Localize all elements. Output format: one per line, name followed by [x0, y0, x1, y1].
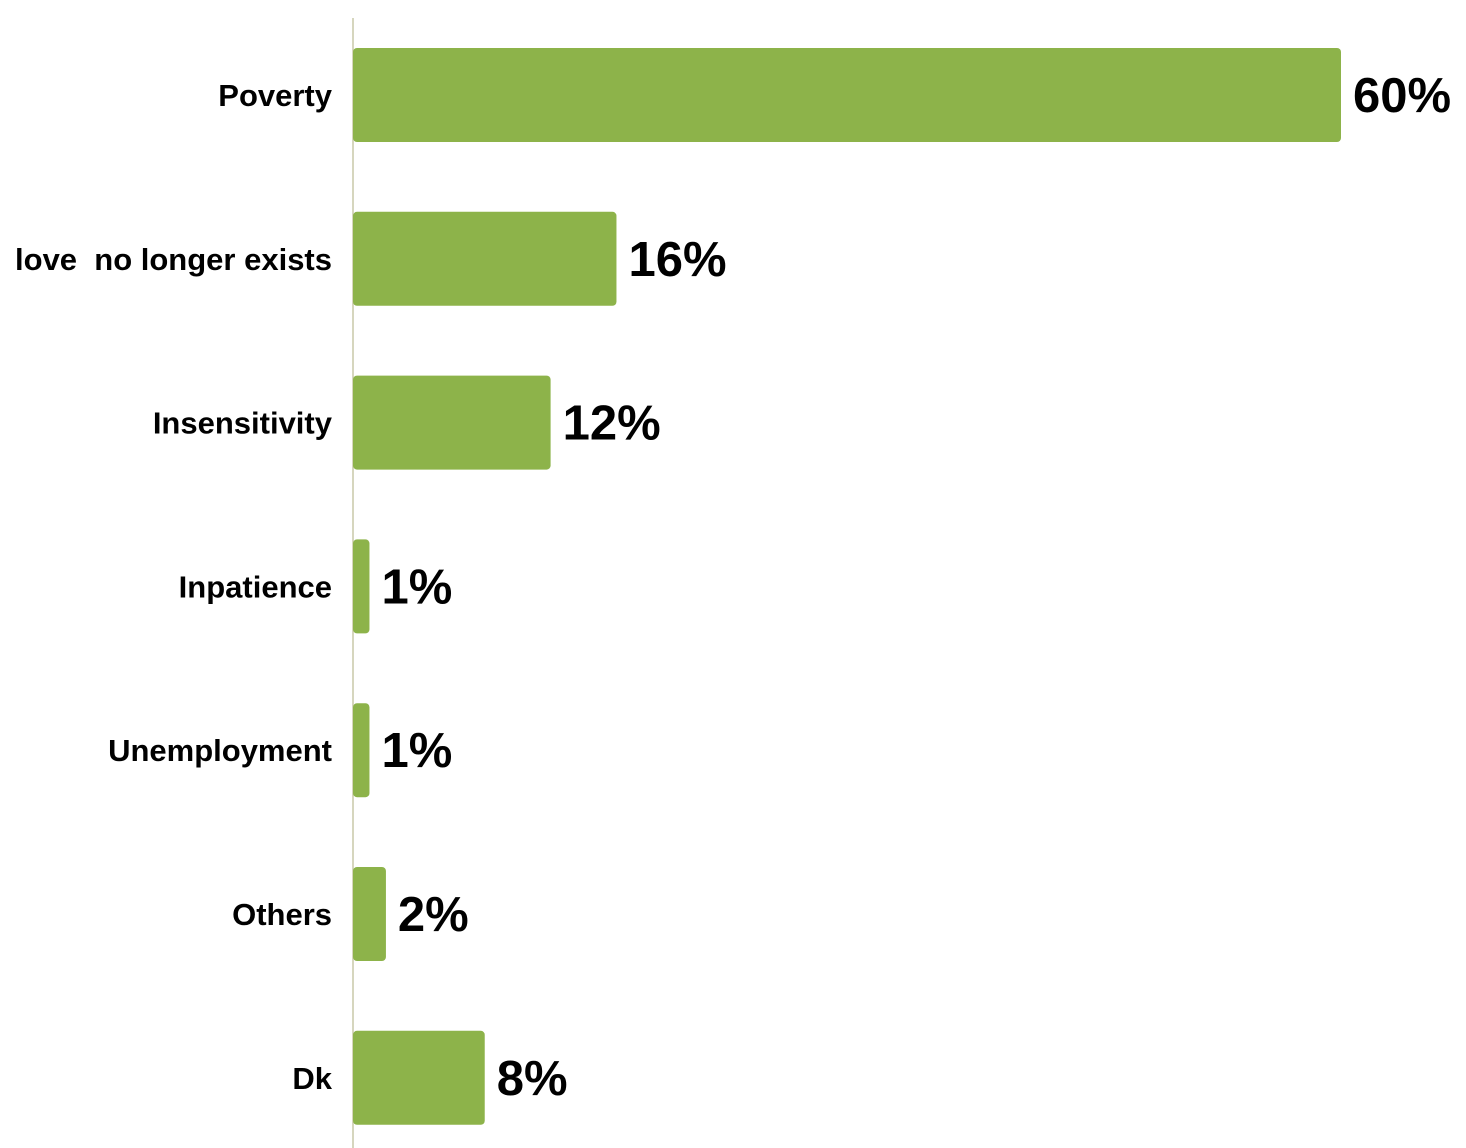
data-label: 8%	[497, 1052, 568, 1106]
bar	[353, 703, 370, 798]
bar	[353, 539, 370, 634]
data-label: 1%	[381, 560, 452, 614]
data-label: 1%	[381, 724, 452, 778]
bar	[353, 211, 617, 306]
category-label: Dk	[292, 1061, 332, 1096]
category-label: Poverty	[218, 78, 332, 113]
category-label: love no longer exists	[15, 242, 332, 277]
category-label: Others	[232, 897, 332, 932]
data-label: 60%	[1353, 69, 1451, 123]
data-label: 2%	[398, 888, 469, 942]
bars-layer	[353, 48, 1341, 1125]
labels-layer: Poverty 60% love no longer exists 16% Insens…	[15, 69, 1451, 1106]
bar	[353, 375, 551, 470]
category-label: Inpatience	[179, 569, 332, 604]
data-label: 16%	[628, 233, 726, 287]
category-label: Unemployment	[108, 733, 332, 768]
bar	[353, 1030, 485, 1125]
bar	[353, 867, 386, 961]
category-label: Insensitivity	[153, 406, 333, 441]
data-label: 12%	[563, 397, 661, 451]
bar	[353, 48, 1341, 142]
